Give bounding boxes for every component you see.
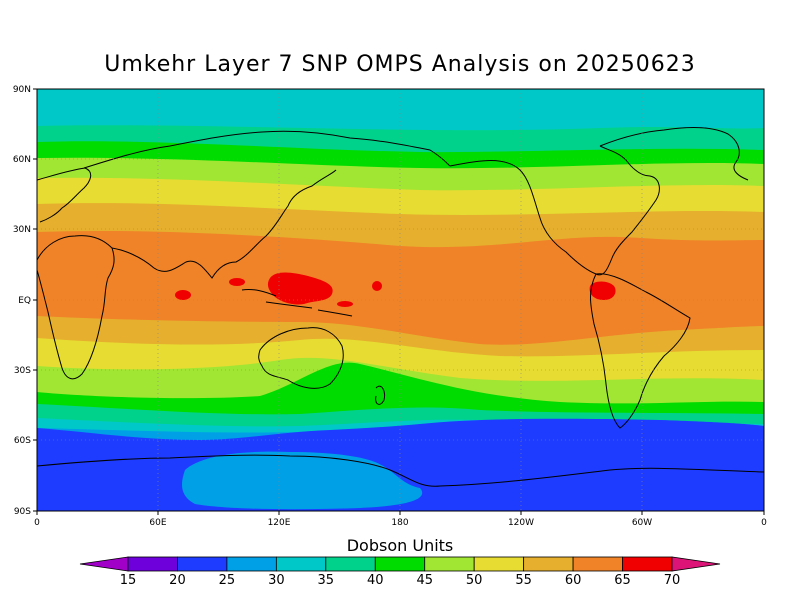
map-title: Umkehr Layer 7 SNP OMPS Analysis on 2025…: [104, 52, 696, 77]
lon-tick-label: 0: [34, 518, 40, 528]
colorbar-swatch: [374, 556, 426, 572]
colorbar-swatch: [325, 556, 376, 572]
colorbar-arrow-high: [671, 556, 721, 572]
lon-tick-label: 120E: [268, 518, 291, 528]
colorbar-level-label: 65: [614, 573, 631, 588]
lat-tick-label: 90S: [14, 507, 31, 517]
colorbar-level-label: 70: [664, 573, 681, 588]
colorbar-arrow-low: [79, 556, 129, 572]
max-south-america: [589, 281, 616, 300]
coast-antarctica: [37, 454, 764, 487]
coast-australia: [258, 327, 344, 389]
lat-tick-label: 30N: [13, 225, 31, 235]
lon-tick-label: 180: [391, 518, 408, 528]
lat-tick-label: EQ: [18, 296, 31, 306]
colorbar-swatch: [226, 556, 277, 572]
colorbar-swatch: [523, 556, 574, 572]
colorbar-swatch: [622, 556, 673, 572]
colorbar-swatch: [473, 556, 525, 572]
coast-arctic: [599, 126, 749, 181]
ozone-field: [37, 89, 764, 511]
coast-asia-north: [83, 130, 451, 169]
colorbar-level-label: 15: [120, 573, 137, 588]
colorbar-level-label: 45: [416, 573, 433, 588]
coastlines: [37, 126, 764, 487]
coast-south-america: [590, 273, 691, 429]
lon-tick-label: 60E: [149, 518, 166, 528]
colorbar: 15 20 25 30 35 40 45 50 55 60 65 70: [79, 556, 721, 588]
coast-new-zealand: [375, 385, 385, 405]
antarctic-patch: [182, 451, 423, 510]
colorbar-level-label: 35: [318, 573, 335, 588]
max-western-pacific: [267, 272, 333, 305]
coast-asia-south: [111, 169, 337, 279]
max-indian-ocean: [175, 290, 191, 300]
coast-north-america: [449, 145, 660, 276]
colorbar-level-label: 25: [219, 573, 236, 588]
lat-tick-labels: 90N 60N 30N EQ 30S 60S 90S: [13, 85, 31, 517]
colorbar-level-label: 20: [169, 573, 186, 588]
colorbar-swatch: [127, 556, 178, 572]
colorbar-level-label: 50: [466, 573, 483, 588]
colorbar-level-label: 55: [515, 573, 532, 588]
max-bay-of-bengal: [229, 278, 245, 286]
lon-tick-labels: 0 60E 120E 180 120W 60W 0: [34, 518, 767, 528]
colorbar-swatch: [424, 556, 475, 572]
lat-tick-label: 60S: [14, 436, 31, 446]
lon-tick-label: 120W: [508, 518, 534, 528]
colorbar-swatch: [177, 556, 228, 572]
colorbar-swatch: [572, 556, 623, 572]
colorbar-swatch: [275, 556, 327, 572]
coast-europe: [37, 167, 92, 223]
max-pacific-small: [337, 301, 353, 307]
colorbar-level-label: 60: [565, 573, 582, 588]
max-central-pacific: [372, 281, 382, 291]
lon-tick-label: 0: [761, 518, 767, 528]
lon-tick-label: 60W: [632, 518, 652, 528]
coast-indonesia: [241, 289, 353, 317]
lat-tick-label: 60N: [13, 155, 31, 165]
axis-ticks: [33, 88, 765, 515]
colorbar-level-label: 40: [367, 573, 384, 588]
colorbar-level-label: 30: [268, 573, 285, 588]
lat-tick-label: 90N: [13, 85, 31, 95]
lat-tick-label: 30S: [14, 366, 31, 376]
coast-africa: [37, 235, 115, 380]
colorbar-title: Dobson Units: [346, 536, 454, 555]
